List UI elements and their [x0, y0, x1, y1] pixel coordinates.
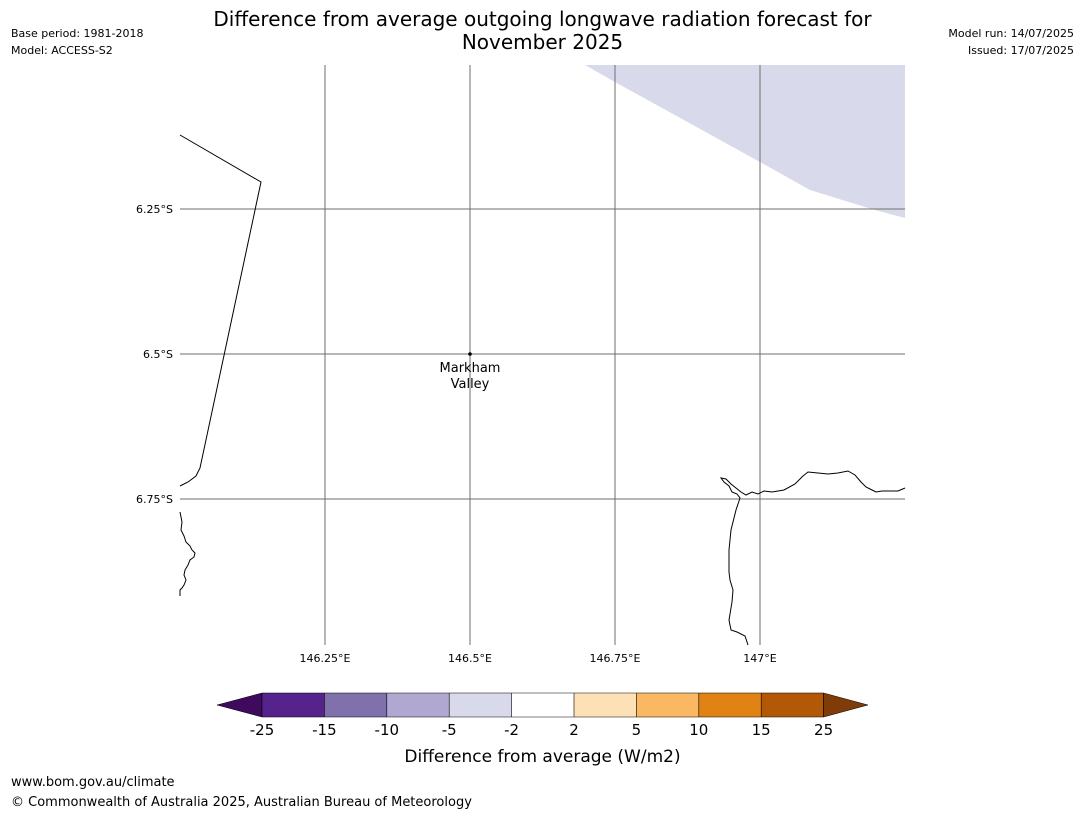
shaded-anomaly-region — [585, 65, 905, 218]
colorbar-swatch-5 — [511, 693, 574, 717]
markham-valley-label-line1: Markham — [440, 361, 501, 376]
colorbar-tick-label: 2 — [569, 721, 579, 739]
colorbar-extend-high — [823, 692, 869, 718]
colorbar-tick-label: -15 — [312, 721, 337, 739]
colorbar-swatch-1 — [262, 693, 325, 717]
model-run-text: Model run: 14/07/2025 — [948, 27, 1074, 40]
coastline-east — [719, 470, 906, 646]
colorbar-tick-label: 10 — [689, 721, 708, 739]
colorbar-swatch-3 — [386, 693, 450, 717]
colorbar-swatch-4 — [449, 693, 512, 717]
coastline-southwest — [179, 511, 196, 596]
footer-url: www.bom.gov.au/climate — [11, 775, 175, 790]
boundary-line-west — [179, 134, 262, 487]
coastlines — [179, 134, 906, 646]
markham-valley-marker — [468, 352, 472, 356]
lat-label-2: 6.5°S — [143, 348, 173, 361]
issued-text: Issued: 17/07/2025 — [967, 44, 1074, 57]
colorbar-tick-label: -5 — [442, 721, 457, 739]
meta-left: Base period: 1981-2018 Model: ACCESS-S2 — [11, 25, 143, 59]
map-title: Difference from average outgoing longwav… — [150, 8, 935, 54]
colorbar-tick-label: -10 — [375, 721, 400, 739]
lon-label-3: 146.75°E — [590, 652, 641, 665]
model-text: Model: ACCESS-S2 — [11, 44, 113, 57]
lon-label-2: 146.5°E — [448, 652, 492, 665]
map-title-line2: November 2025 — [461, 30, 624, 54]
colorbar-tick-label: 5 — [632, 721, 642, 739]
colorbar-tick-label: 15 — [752, 721, 771, 739]
lat-label-1: 6.25°S — [136, 203, 173, 216]
colorbar-swatch-2 — [324, 693, 387, 717]
colorbar-dividers — [261, 692, 824, 718]
gridlines — [180, 65, 905, 645]
colorbar-tick-label: 25 — [814, 721, 833, 739]
colorbar-label: Difference from average (W/m2) — [404, 747, 680, 767]
base-period-text: Base period: 1981-2018 — [11, 27, 144, 40]
map-title-line1: Difference from average outgoing longwav… — [213, 7, 872, 31]
lat-label-3: 6.75°S — [136, 493, 173, 506]
colorbar: -25 -15 -10 -5 -2 2 5 10 15 25 Differenc… — [216, 692, 869, 767]
footer-copyright: © Commonwealth of Australia 2025, Austra… — [11, 795, 472, 810]
colorbar-tick-label: -25 — [250, 721, 275, 739]
meta-right: Model run: 14/07/2025 Issued: 17/07/2025 — [948, 25, 1074, 59]
colorbar-swatch-9 — [761, 693, 824, 717]
markham-valley-label-line2: Valley — [451, 377, 490, 392]
colorbar-swatch-7 — [636, 693, 699, 717]
colorbar-swatch-8 — [698, 693, 762, 717]
lon-label-1: 146.25°E — [300, 652, 351, 665]
colorbar-extend-low — [216, 692, 263, 718]
colorbar-swatch-6 — [574, 693, 637, 717]
lon-label-4: 147°E — [743, 652, 776, 665]
colorbar-tick-label: -2 — [504, 721, 519, 739]
map-panel: Markham Valley 6.25°S 6.5°S 6.75°S 146.2… — [136, 65, 906, 665]
